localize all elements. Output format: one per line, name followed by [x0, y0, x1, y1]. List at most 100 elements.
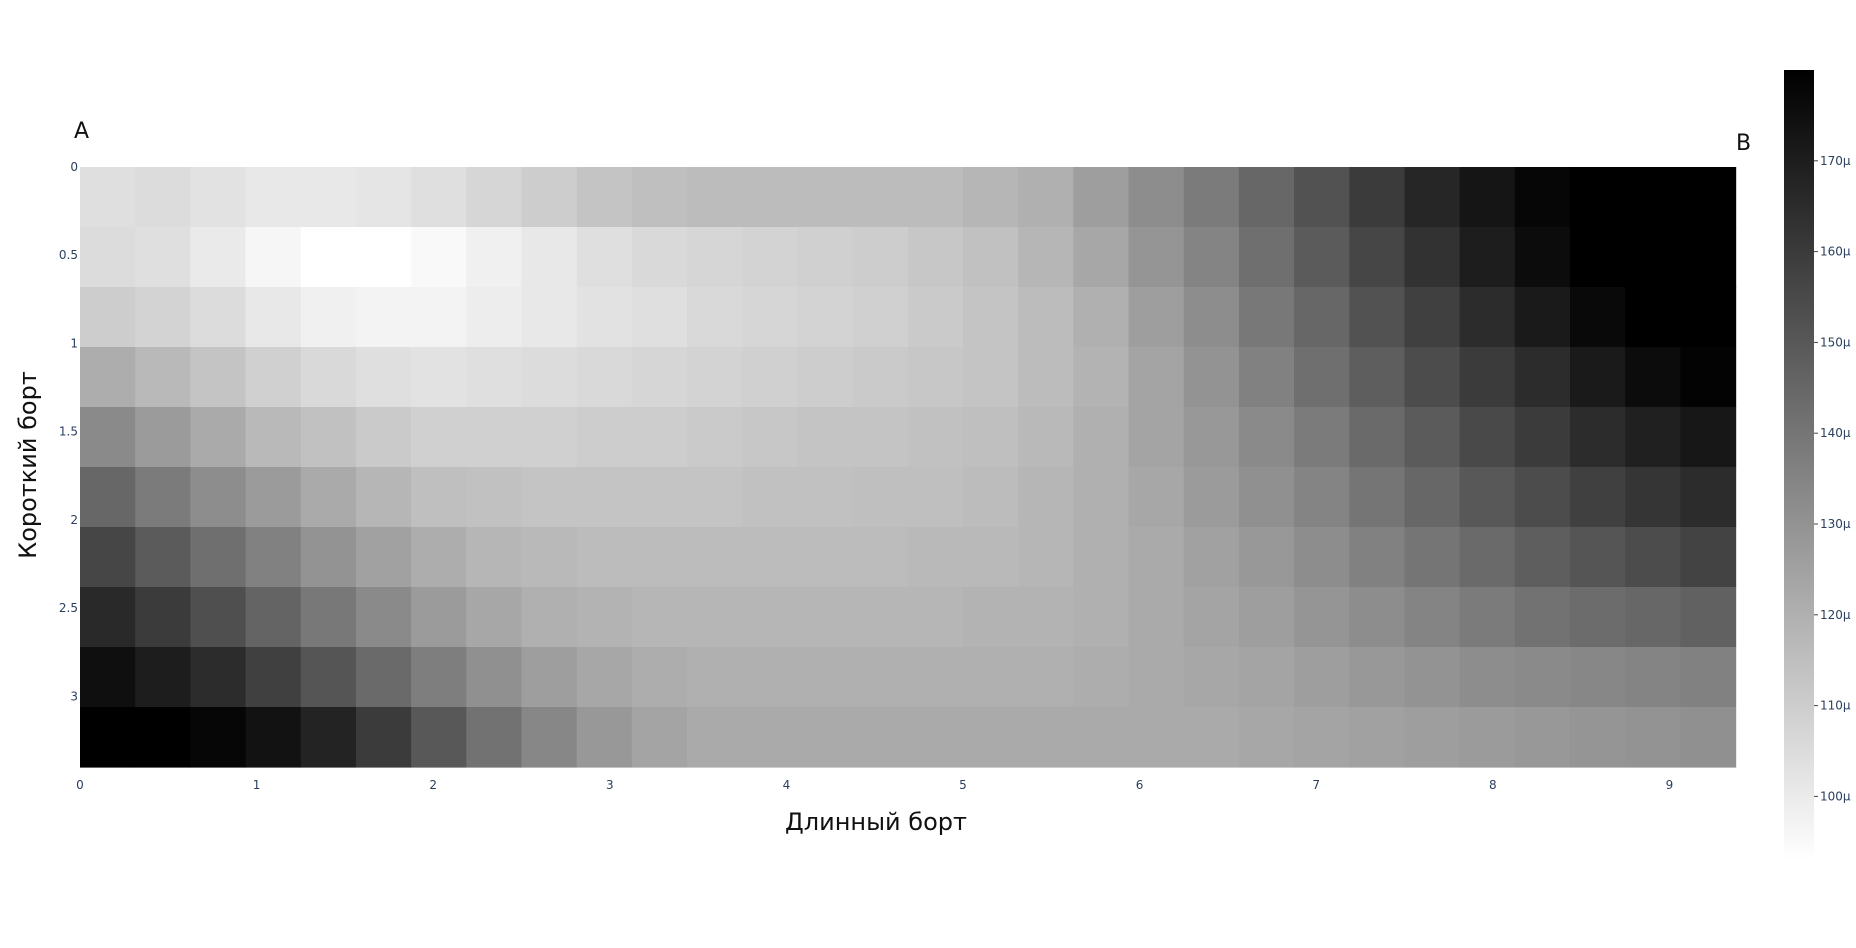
heatmap-cell: [1680, 647, 1737, 708]
heatmap-cell: [521, 707, 578, 768]
heatmap-cell: [466, 287, 523, 348]
heatmap-cell: [1625, 167, 1681, 228]
colorbar-tick-label: 160μ: [1820, 245, 1851, 259]
heatmap-cell: [576, 707, 633, 768]
heatmap-cell: [1570, 647, 1626, 708]
heatmap-cell: [1018, 647, 1074, 708]
heatmap-cell: [907, 287, 964, 348]
heatmap-cell: [300, 347, 357, 408]
heatmap-cell: [1183, 227, 1240, 288]
heatmap-cell: [190, 167, 247, 228]
heatmap-cell: [1680, 167, 1737, 228]
heatmap-cell: [1238, 347, 1295, 408]
y-tick-label: 1: [70, 337, 78, 351]
heatmap-cell: [1238, 407, 1295, 468]
heatmap-cell: [1073, 347, 1130, 408]
heatmap-cell: [1514, 527, 1571, 588]
x-tick-label: 2: [429, 778, 437, 792]
heatmap-cell: [466, 647, 523, 708]
x-tick-label: 8: [1489, 778, 1497, 792]
heatmap-cell: [1625, 467, 1681, 528]
heatmap-cell: [135, 527, 191, 588]
heatmap-cell: [1073, 167, 1130, 228]
heatmap-cell: [1404, 227, 1461, 288]
heatmap-cell: [631, 227, 688, 288]
heatmap-cell: [1349, 167, 1406, 228]
heatmap-cell: [1625, 227, 1681, 288]
heatmap-cell: [907, 707, 964, 768]
heatmap-cell: [1073, 527, 1130, 588]
heatmap-cell: [1018, 227, 1074, 288]
heatmap-cell: [907, 587, 964, 648]
heatmap-cell: [962, 527, 1019, 588]
heatmap-cell: [852, 407, 909, 468]
heatmap-cell: [355, 227, 412, 288]
heatmap-cell: [742, 287, 799, 348]
heatmap-cell: [742, 407, 799, 468]
heatmap-cell: [1404, 527, 1461, 588]
heatmap-cell: [1294, 467, 1350, 528]
heatmap-cell: [1294, 347, 1350, 408]
heatmap-cell: [521, 227, 578, 288]
heatmap-cell: [245, 347, 302, 408]
heatmap-cell: [962, 707, 1019, 768]
heatmap-cell: [1128, 287, 1185, 348]
heatmap-cell: [1514, 467, 1571, 528]
heatmap-cell: [1570, 227, 1626, 288]
heatmap-cell: [300, 167, 357, 228]
heatmap-cell: [1073, 587, 1130, 648]
heatmap-cell: [1404, 407, 1461, 468]
heatmap-cell: [852, 287, 909, 348]
heatmap-cell: [1459, 167, 1516, 228]
heatmap-cell: [1570, 587, 1626, 648]
x-tick-label: 0: [76, 778, 84, 792]
heatmap-cell: [1294, 167, 1350, 228]
heatmap-cell: [1073, 227, 1130, 288]
heatmap-cell: [1073, 287, 1130, 348]
heatmap-cell: [135, 347, 191, 408]
heatmap-cell: [245, 467, 302, 528]
heatmap-cell: [190, 407, 247, 468]
heatmap-cell: [852, 347, 909, 408]
heatmap-cell: [852, 527, 909, 588]
heatmap-cell: [521, 587, 578, 648]
heatmap-cell: [245, 707, 302, 768]
heatmap-cell: [1404, 707, 1461, 768]
heatmap-cell: [245, 587, 302, 648]
heatmap-cell: [742, 647, 799, 708]
heatmap-cell: [1294, 587, 1350, 648]
heatmap-cell: [1459, 227, 1516, 288]
heatmap-cell: [687, 287, 743, 348]
heatmap-cell: [797, 347, 854, 408]
heatmap-cell: [1404, 347, 1461, 408]
x-tick-label: 7: [1312, 778, 1320, 792]
heatmap-cell: [135, 407, 191, 468]
heatmap-cell: [466, 167, 523, 228]
heatmap-cell: [1018, 287, 1074, 348]
heatmap-cell: [1680, 467, 1737, 528]
heatmap-cell: [742, 467, 799, 528]
x-tick-label: 5: [959, 778, 967, 792]
heatmap-cell: [576, 467, 633, 528]
heatmap-cell: [1404, 647, 1461, 708]
heatmap-cell: [1128, 347, 1185, 408]
heatmap-cell: [1073, 467, 1130, 528]
heatmap-cell: [80, 167, 136, 228]
heatmap-cell: [300, 287, 357, 348]
heatmap-cell: [852, 587, 909, 648]
heatmap-cell: [1349, 707, 1406, 768]
heatmap-cell: [466, 527, 523, 588]
heatmap-cell: [962, 167, 1019, 228]
heatmap-cell: [1349, 587, 1406, 648]
heatmap-cell: [1294, 527, 1350, 588]
heatmap-cell: [1183, 167, 1240, 228]
heatmap-cell: [1349, 407, 1406, 468]
heatmap-cell: [190, 647, 247, 708]
y-tick-label: 2.5: [59, 601, 78, 615]
heatmap-cell: [1514, 407, 1571, 468]
heatmap-cell: [1514, 287, 1571, 348]
heatmap-cell: [300, 407, 357, 468]
heatmap-cell: [1238, 587, 1295, 648]
heatmap-cell: [80, 227, 136, 288]
y-tick-label: 1.5: [59, 425, 78, 439]
